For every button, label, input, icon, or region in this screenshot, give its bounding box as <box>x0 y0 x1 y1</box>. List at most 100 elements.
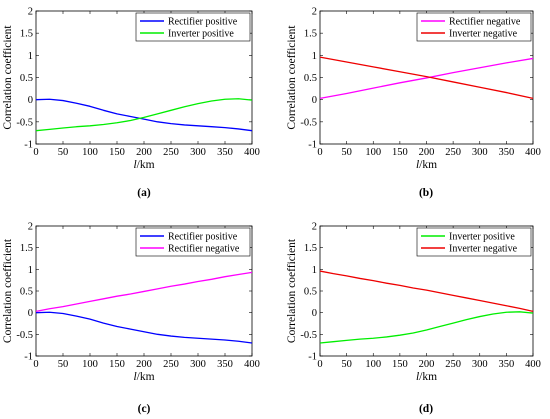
y-tick-label: 1.5 <box>20 29 33 40</box>
y-tick-label: 1.5 <box>20 243 33 254</box>
x-axis-label: l/km <box>416 371 437 383</box>
x-tick-label: 300 <box>472 147 488 158</box>
legend-label: Rectifier positive <box>168 17 238 28</box>
x-axis-label-unit: /km <box>137 159 155 171</box>
x-tick-label: 150 <box>109 359 125 370</box>
x-tick-label: 350 <box>499 147 515 158</box>
x-tick-label: 150 <box>392 147 408 158</box>
x-tick-label: 250 <box>163 359 179 370</box>
series-line-1 <box>319 270 534 313</box>
x-tick-label: 200 <box>136 147 152 158</box>
x-axis-label-unit: /km <box>419 159 437 171</box>
x-tick-label: 400 <box>525 147 541 158</box>
y-axis-label: Correlation coefficient <box>2 25 14 130</box>
y-tick-label: -0.5 <box>300 117 317 128</box>
x-tick-label: 50 <box>58 359 69 370</box>
legend-label: Inverter negative <box>449 244 518 255</box>
x-tick-label: 200 <box>419 359 435 370</box>
x-tick-label: 50 <box>341 147 352 158</box>
y-axis-label: Correlation coefficient <box>286 25 298 130</box>
y-tick-label: 0 <box>312 95 317 106</box>
x-tick-label: 0 <box>317 147 322 158</box>
chart-panel-1: 0 50 100 150 200 250 300 350 400 -1 -0.5 0 0.5 1 1.5 2 R… <box>286 7 541 200</box>
series-line-0 <box>319 311 534 344</box>
x-tick-label: 100 <box>82 359 98 370</box>
x-tick-label: 100 <box>365 147 381 158</box>
y-tick-label: 2 <box>28 222 33 233</box>
x-tick-label: 100 <box>82 147 98 158</box>
y-tick-label: -1 <box>24 140 33 151</box>
x-axis-label-italic: l <box>416 371 419 383</box>
series-line-1 <box>35 271 253 313</box>
x-tick-label: 0 <box>33 359 38 370</box>
legend-box <box>416 227 532 257</box>
series-line-0 <box>319 57 534 99</box>
legend-label: Inverter positive <box>449 232 515 243</box>
y-tick-label: 0.5 <box>20 73 33 84</box>
x-tick-label: 400 <box>244 147 260 158</box>
x-tick-label: 150 <box>392 359 408 370</box>
y-tick-label: 0 <box>312 308 317 319</box>
legend-label: Rectifier positive <box>168 232 238 243</box>
chart-panel-2: 0 50 100 150 200 250 300 350 400 -1 -0.5 0 0.5 1 1.5 2 R… <box>2 222 260 416</box>
legend-label: Inverter negative <box>449 29 518 40</box>
x-axis-label-italic: l <box>133 371 136 383</box>
x-tick-label: 400 <box>525 359 541 370</box>
x-tick-label: 0 <box>33 147 38 158</box>
x-tick-label: 250 <box>445 147 461 158</box>
y-tick-label: 1 <box>28 51 33 62</box>
y-tick-label: 1.5 <box>304 29 317 40</box>
legend-label: Rectifier negative <box>168 244 240 255</box>
y-axis-label: Correlation coefficient <box>2 238 14 343</box>
x-tick-label: 100 <box>365 359 381 370</box>
x-tick-label: 300 <box>190 359 206 370</box>
series-line-1 <box>35 98 253 132</box>
y-tick-label: 0.5 <box>20 287 33 298</box>
y-axis-label: Correlation coefficient <box>286 238 298 343</box>
y-tick-label: -0.5 <box>300 330 317 341</box>
x-tick-label: 350 <box>217 359 233 370</box>
x-tick-label: 300 <box>190 147 206 158</box>
y-tick-label: 1.5 <box>304 243 317 254</box>
x-axis-label-unit: /km <box>419 371 437 383</box>
y-tick-label: -0.5 <box>16 330 33 341</box>
x-axis-label: l/km <box>133 159 154 171</box>
chart-panel-0: 0 50 100 150 200 250 300 350 400 -1 -0.5 0 0.5 1 1.5 2 R… <box>2 7 260 200</box>
x-tick-label: 250 <box>445 359 461 370</box>
series-line-1 <box>319 56 534 99</box>
legend-box <box>135 12 251 42</box>
panel-label: (c) <box>138 403 151 415</box>
x-tick-label: 350 <box>499 359 515 370</box>
x-tick-label: 300 <box>472 359 488 370</box>
y-tick-label: -1 <box>24 352 33 363</box>
y-tick-label: -1 <box>308 352 317 363</box>
y-tick-label: 0 <box>28 95 33 106</box>
y-tick-label: -0.5 <box>16 117 33 128</box>
x-axis-label-italic: l <box>133 159 136 171</box>
x-axis-label: l/km <box>416 159 437 171</box>
x-tick-label: 350 <box>217 147 233 158</box>
panel-label: (b) <box>419 187 433 199</box>
series-line-0 <box>35 98 253 132</box>
legend-box <box>416 12 532 42</box>
x-tick-label: 400 <box>244 359 260 370</box>
x-tick-label: 0 <box>317 359 322 370</box>
y-tick-label: 1 <box>28 265 33 276</box>
x-axis-label: l/km <box>133 371 154 383</box>
x-tick-label: 200 <box>419 147 435 158</box>
legend-label: Inverter positive <box>168 29 234 40</box>
y-tick-label: 2 <box>312 7 317 18</box>
x-tick-label: 150 <box>109 147 125 158</box>
legend-box <box>135 227 251 257</box>
y-tick-label: 2 <box>28 7 33 18</box>
series-line-0 <box>35 311 253 344</box>
panel-label: (a) <box>137 187 151 199</box>
x-tick-label: 50 <box>58 147 69 158</box>
y-tick-label: 0 <box>28 308 33 319</box>
y-tick-label: 1 <box>312 265 317 276</box>
